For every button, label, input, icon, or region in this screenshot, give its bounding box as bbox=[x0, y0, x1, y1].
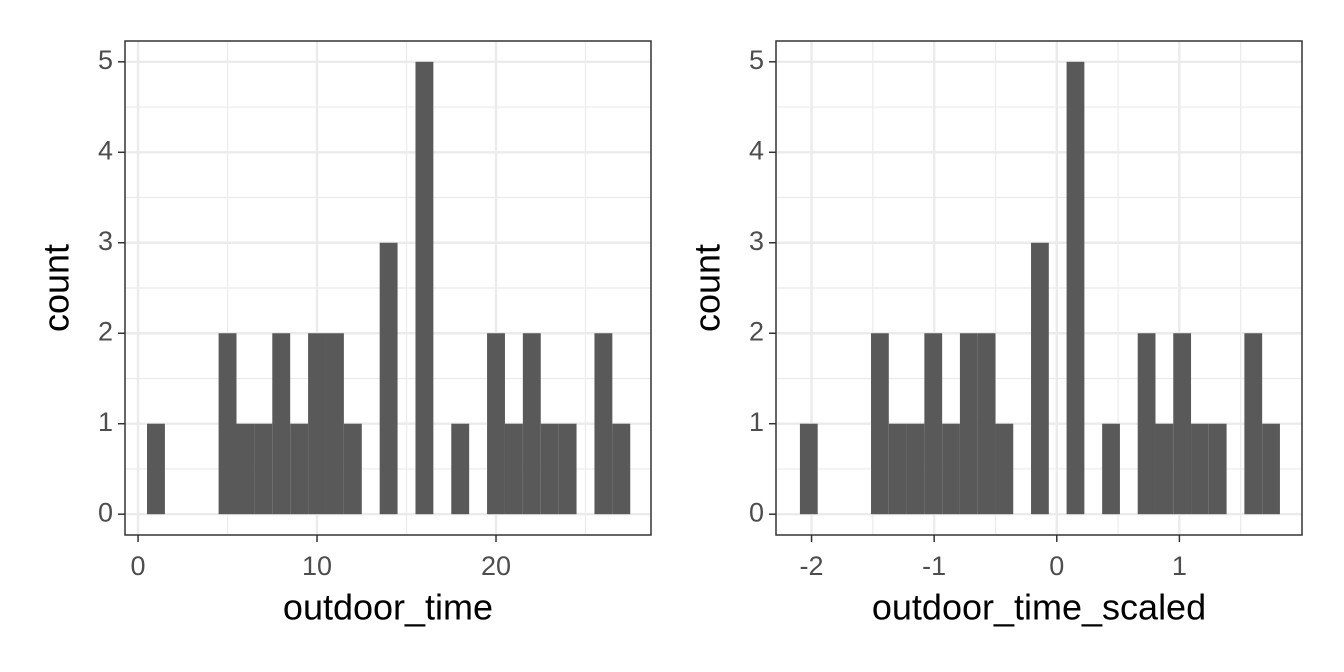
bar bbox=[254, 423, 273, 515]
y-tick-label: 5 bbox=[749, 45, 764, 75]
y-tick-label: 2 bbox=[98, 316, 113, 346]
bar bbox=[504, 423, 523, 515]
x-tick-label: 20 bbox=[481, 551, 511, 581]
bar bbox=[1137, 333, 1156, 515]
bar bbox=[487, 333, 505, 515]
bar bbox=[1031, 242, 1049, 515]
y-tick-label: 4 bbox=[98, 135, 113, 165]
bar bbox=[1208, 423, 1227, 515]
bar bbox=[236, 423, 255, 515]
bar bbox=[272, 333, 291, 515]
bar bbox=[1173, 333, 1192, 515]
bar bbox=[218, 333, 237, 515]
bar bbox=[308, 333, 326, 515]
bar bbox=[343, 423, 362, 515]
bar bbox=[522, 333, 541, 515]
y-tick-label: 2 bbox=[749, 316, 764, 346]
panel-border bbox=[775, 40, 1303, 536]
x-tick-label: -2 bbox=[800, 551, 824, 581]
y-axis-title: count bbox=[36, 244, 77, 332]
x-tick-label: 0 bbox=[1049, 551, 1064, 581]
bar bbox=[1155, 423, 1174, 515]
x-tick-label: 10 bbox=[302, 551, 332, 581]
bar bbox=[1244, 333, 1263, 515]
bar bbox=[451, 423, 470, 515]
bar bbox=[540, 423, 559, 515]
y-axis-title: count bbox=[687, 244, 728, 332]
bar bbox=[942, 423, 960, 515]
y-tick-label: 3 bbox=[749, 226, 764, 256]
bar bbox=[959, 333, 978, 515]
x-tick-label: -1 bbox=[922, 551, 946, 581]
bar bbox=[888, 423, 907, 515]
y-tick-label: 0 bbox=[749, 497, 764, 527]
bar bbox=[415, 61, 434, 515]
bar bbox=[995, 423, 1014, 515]
bar bbox=[594, 333, 613, 515]
x-tick-label: 1 bbox=[1172, 551, 1187, 581]
bar bbox=[612, 423, 631, 515]
x-tick-label: 0 bbox=[131, 551, 146, 581]
bar bbox=[147, 423, 165, 515]
y-tick-label: 1 bbox=[749, 407, 764, 437]
bar bbox=[325, 333, 344, 515]
x-axis-title: outdoor_time_scaled bbox=[872, 587, 1206, 628]
bar bbox=[1191, 423, 1209, 515]
bar bbox=[977, 333, 996, 515]
bar bbox=[799, 423, 818, 515]
y-tick-label: 0 bbox=[98, 497, 113, 527]
bar bbox=[924, 333, 943, 515]
bar bbox=[871, 333, 889, 515]
y-tick-label: 3 bbox=[98, 226, 113, 256]
x-axis-title: outdoor_time bbox=[283, 587, 493, 628]
bar bbox=[379, 242, 398, 515]
bar bbox=[1066, 61, 1085, 515]
panel-border bbox=[124, 40, 652, 536]
y-tick-label: 4 bbox=[749, 135, 764, 165]
bar bbox=[290, 423, 309, 515]
y-tick-label: 1 bbox=[98, 407, 113, 437]
bar bbox=[1102, 423, 1120, 515]
y-tick-label: 5 bbox=[98, 45, 113, 75]
bar bbox=[1262, 423, 1280, 515]
bar bbox=[558, 423, 577, 515]
bar bbox=[906, 423, 925, 515]
